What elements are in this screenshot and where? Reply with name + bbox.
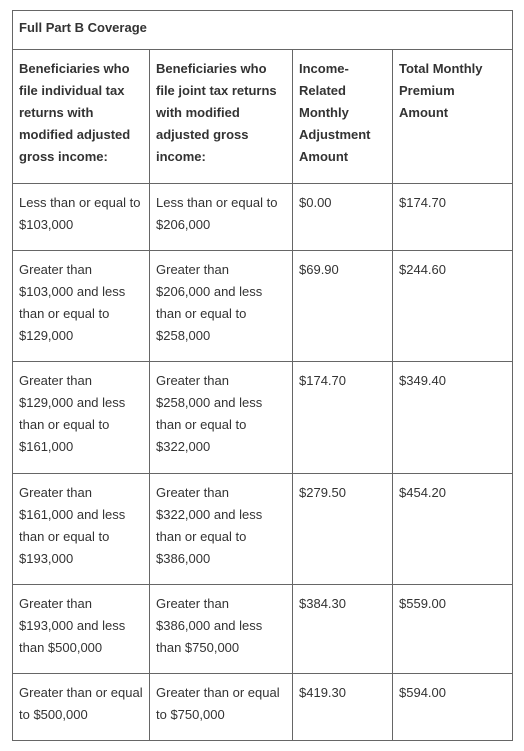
cell-joint: Greater than or equal to $750,000 bbox=[150, 674, 293, 741]
cell-individual: Greater than $103,000 and less than or e… bbox=[13, 250, 150, 361]
cell-individual: Less than or equal to $103,000 bbox=[13, 183, 150, 250]
table-row: Greater than or equal to $500,000 Greate… bbox=[13, 674, 513, 741]
table-row: Greater than $129,000 and less than or e… bbox=[13, 362, 513, 473]
cell-total: $454.20 bbox=[393, 473, 513, 584]
col-header-total: Total Monthly Premium Amount bbox=[393, 50, 513, 183]
cell-joint: Greater than $386,000 and less than $750… bbox=[150, 584, 293, 673]
cell-individual: Greater than or equal to $500,000 bbox=[13, 674, 150, 741]
table-row: Less than or equal to $103,000 Less than… bbox=[13, 183, 513, 250]
title-row: Full Part B Coverage bbox=[13, 11, 513, 50]
table-row: Greater than $161,000 and less than or e… bbox=[13, 473, 513, 584]
col-header-joint: Beneficiaries who file joint tax returns… bbox=[150, 50, 293, 183]
table-body: Less than or equal to $103,000 Less than… bbox=[13, 183, 513, 741]
cell-individual: Greater than $129,000 and less than or e… bbox=[13, 362, 150, 473]
col-header-individual: Beneficiaries who file individual tax re… bbox=[13, 50, 150, 183]
cell-adjustment: $279.50 bbox=[293, 473, 393, 584]
col-header-adjustment: Income-Related Monthly Adjustment Amount bbox=[293, 50, 393, 183]
coverage-table: Full Part B Coverage Beneficiaries who f… bbox=[12, 10, 513, 741]
cell-joint: Greater than $206,000 and less than or e… bbox=[150, 250, 293, 361]
table-row: Greater than $193,000 and less than $500… bbox=[13, 584, 513, 673]
cell-total: $174.70 bbox=[393, 183, 513, 250]
cell-adjustment: $69.90 bbox=[293, 250, 393, 361]
cell-adjustment: $384.30 bbox=[293, 584, 393, 673]
cell-adjustment: $0.00 bbox=[293, 183, 393, 250]
cell-joint: Greater than $258,000 and less than or e… bbox=[150, 362, 293, 473]
cell-total: $594.00 bbox=[393, 674, 513, 741]
cell-joint: Less than or equal to $206,000 bbox=[150, 183, 293, 250]
cell-joint: Greater than $322,000 and less than or e… bbox=[150, 473, 293, 584]
cell-total: $559.00 bbox=[393, 584, 513, 673]
table-row: Greater than $103,000 and less than or e… bbox=[13, 250, 513, 361]
cell-adjustment: $419.30 bbox=[293, 674, 393, 741]
header-row: Beneficiaries who file individual tax re… bbox=[13, 50, 513, 183]
cell-total: $244.60 bbox=[393, 250, 513, 361]
cell-adjustment: $174.70 bbox=[293, 362, 393, 473]
cell-total: $349.40 bbox=[393, 362, 513, 473]
table-title: Full Part B Coverage bbox=[13, 11, 513, 50]
cell-individual: Greater than $161,000 and less than or e… bbox=[13, 473, 150, 584]
cell-individual: Greater than $193,000 and less than $500… bbox=[13, 584, 150, 673]
